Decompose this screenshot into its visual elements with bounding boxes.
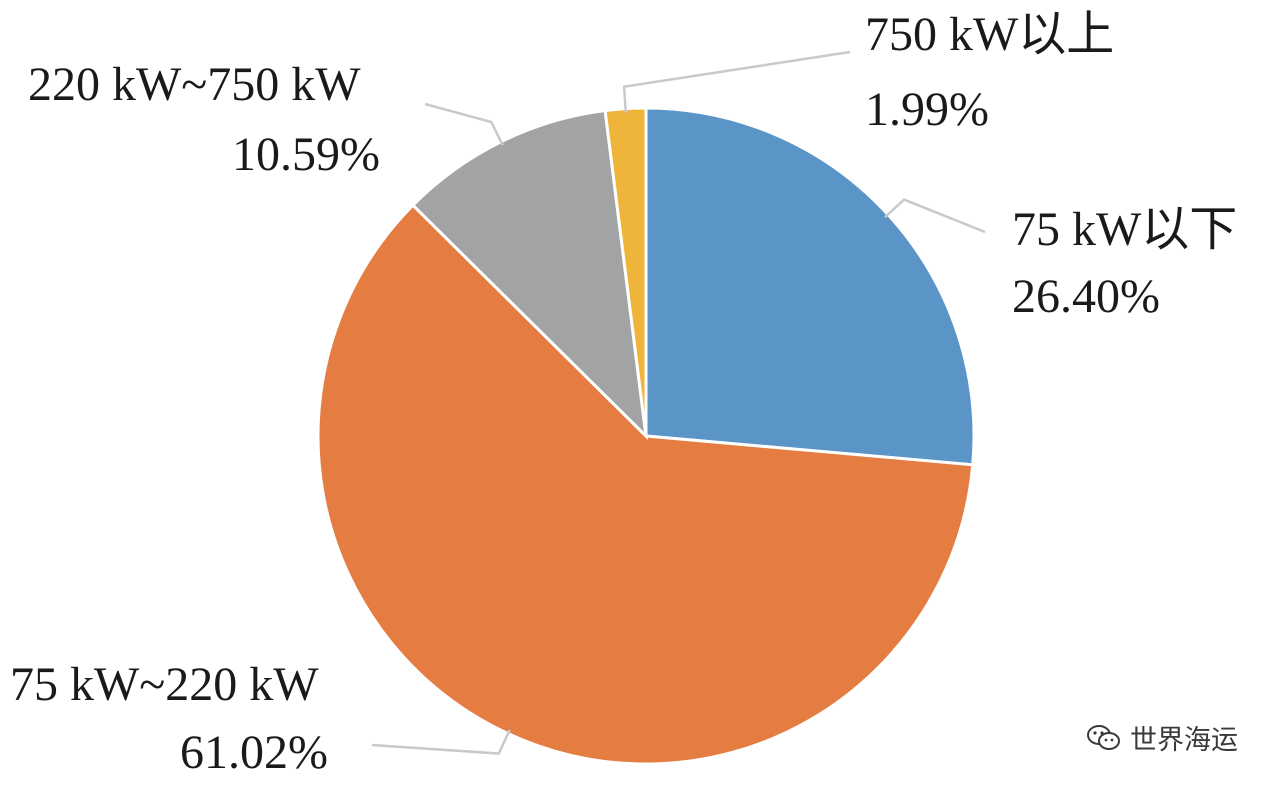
wechat-icon (1086, 723, 1122, 753)
leader-line (884, 198, 986, 234)
watermark: 世界海运 (1086, 718, 1238, 757)
leader-line (622, 50, 851, 113)
slice-category-label: 750 kW以上 (865, 8, 1114, 61)
leader-line (371, 729, 511, 755)
slice-category-label: 220 kW~750 kW (28, 58, 361, 111)
slice-category-label: 75 kW以下 (1012, 203, 1237, 256)
leader-lines (371, 50, 986, 755)
watermark-text: 世界海运 (1130, 725, 1238, 756)
slice-value-label: 1.99% (865, 83, 989, 136)
leader-line (424, 102, 504, 146)
pie-slices (316, 106, 976, 766)
pie-slice (644, 106, 976, 467)
slice-category-label: 75 kW~220 kW (10, 658, 319, 711)
slice-value-label: 10.59% (232, 128, 380, 181)
slice-value-label: 61.02% (180, 726, 328, 779)
slice-value-label: 26.40% (1012, 270, 1160, 323)
slice-labels: 75 kW以下 26.40% 75 kW~220 kW 61.02% 220 kW~75… (10, 8, 1237, 779)
